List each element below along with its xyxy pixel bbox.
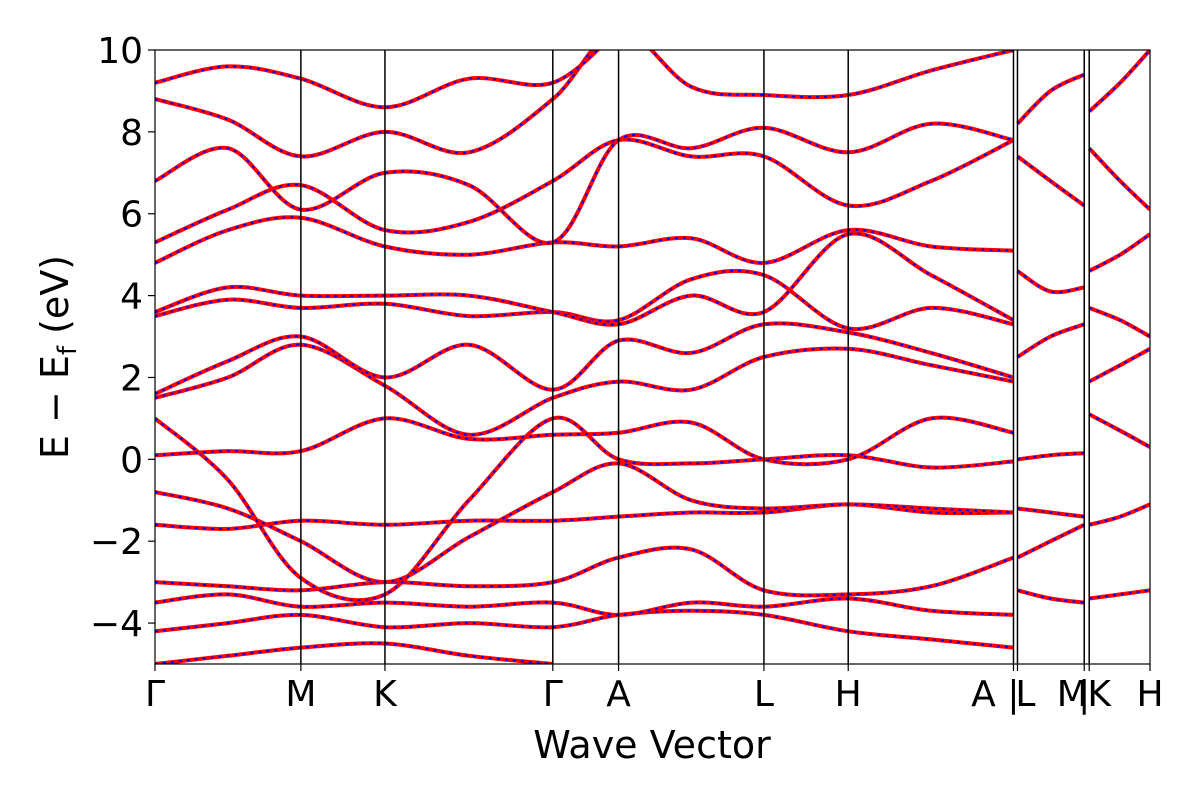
x-ticks-layer: Γ M K Γ A L H A |L M|K H <box>145 664 1164 715</box>
band-line-fit-29 <box>1088 306 1150 338</box>
x-tick-label: A <box>606 674 631 715</box>
band-line-fit-8 <box>155 343 1014 436</box>
y-ticks-layer: −4 −2 0 2 4 6 8 10 <box>90 31 155 645</box>
y-tick-label: 10 <box>97 31 143 72</box>
y-tick-label: 8 <box>120 113 143 154</box>
band-line-dft-25 <box>1088 588 1150 601</box>
y-tick-label: 4 <box>120 277 143 318</box>
x-tick-label: Γ <box>543 674 563 715</box>
y-tick-label: 6 <box>120 195 143 236</box>
y-tick-label: 0 <box>120 440 143 481</box>
x-tick-label: L <box>1015 674 1035 715</box>
x-tick-label: M <box>285 674 316 715</box>
x-axis-label: Wave Vector <box>533 723 771 767</box>
x-tick-label: H <box>1136 674 1163 715</box>
x-tick-label: A <box>971 674 996 715</box>
band-line-dft-30 <box>1088 232 1150 273</box>
band-line-fit-31 <box>1088 147 1150 211</box>
band-line-fit-20 <box>1017 452 1085 461</box>
band-line-dft-28 <box>1088 347 1150 384</box>
y-tick-label: −4 <box>90 604 143 645</box>
x-tick-label: M <box>1057 674 1088 715</box>
y-tick-label: −2 <box>90 522 143 563</box>
band-line-fit-14 <box>155 122 1014 245</box>
band-line-fit-22 <box>1016 270 1085 294</box>
kpath-lines-layer <box>300 50 1090 664</box>
band-line-fit-24 <box>1016 73 1085 125</box>
x-tick-label: | <box>1078 674 1090 715</box>
band-line-fit-21 <box>1016 323 1085 358</box>
band-line-fit-16 <box>155 50 600 109</box>
band-line-fit-11 <box>155 232 1014 326</box>
band-line-fit-18 <box>1017 523 1085 559</box>
band-line-dft-13 <box>155 137 1015 245</box>
band-line-fit-9 <box>155 322 1014 395</box>
x-tick-label: | <box>1007 674 1019 715</box>
y-axis-label-main: E − E <box>33 355 77 459</box>
band-line-fit-26 <box>1088 503 1150 526</box>
y-axis-label-subscript: f <box>53 345 83 355</box>
x-tick-label: Γ <box>145 674 165 715</box>
band-line-fit-32 <box>1088 50 1150 113</box>
x-tick-label: K <box>373 674 398 715</box>
band-line-fit-23 <box>1016 155 1085 207</box>
x-tick-label: H <box>835 674 862 715</box>
x-tick-label: L <box>754 674 774 715</box>
band-line-dft-27 <box>1088 412 1150 449</box>
band-line-fit-2 <box>155 593 1014 616</box>
plot-frame <box>154 49 1151 665</box>
band-line-fit-6 <box>155 416 1014 602</box>
x-tick-label: K <box>1087 674 1112 715</box>
y-axis-label-unit: (eV) <box>33 255 77 346</box>
band-line-fit-10 <box>155 269 1014 331</box>
y-axis-label: E − Ef (eV) <box>33 255 83 459</box>
y-tick-label: 2 <box>120 358 143 399</box>
band-line-dft-0 <box>155 641 553 664</box>
band-line-fit-19 <box>1017 507 1085 518</box>
band-line-fit-17 <box>1017 589 1085 604</box>
